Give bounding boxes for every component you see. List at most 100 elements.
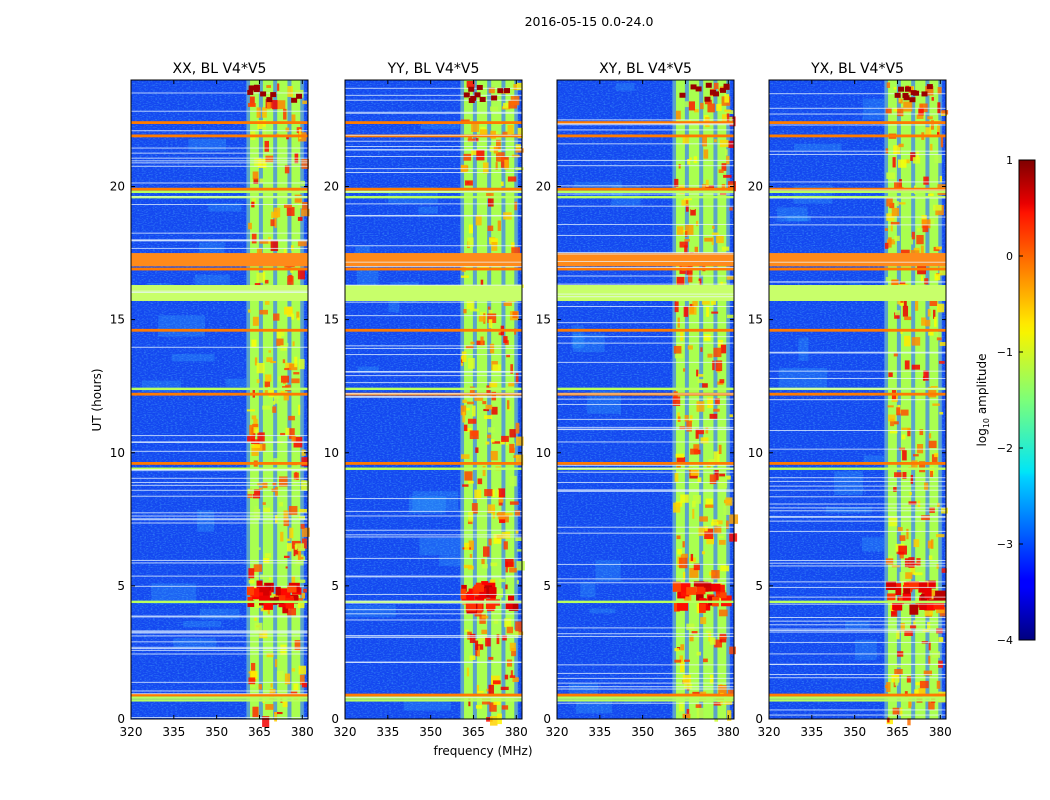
- rfi-line: [769, 624, 946, 626]
- x-tick-label: 380: [291, 725, 314, 739]
- heatmap-cell: [173, 638, 217, 649]
- rfi-line: [345, 215, 522, 217]
- heatmap-cell: [277, 100, 286, 110]
- heatmap-cell: [252, 489, 261, 499]
- y-axis-label: UT (hours): [90, 368, 104, 431]
- y-tick-label: 5: [755, 579, 763, 593]
- heatmap-cell: [500, 686, 509, 691]
- heatmap-cell: [936, 132, 940, 136]
- heatmap-cell: [264, 385, 268, 396]
- heatmap-cell: [287, 585, 297, 593]
- heatmap-cell: [887, 405, 894, 408]
- rfi-line: [557, 123, 734, 125]
- y-tick-label: 10: [110, 446, 125, 460]
- heatmap-cell: [719, 535, 724, 539]
- heatmap-cell: [472, 405, 476, 417]
- rfi-line: [769, 352, 946, 354]
- heatmap-cell: [516, 580, 519, 585]
- rfi-line: [345, 266, 522, 268]
- heatmap-cell: [470, 341, 475, 345]
- colorbar-tick-label: 1: [1006, 154, 1013, 167]
- rfi-band: [345, 253, 522, 267]
- heatmap-cell: [515, 631, 524, 636]
- heatmap-cell: [484, 415, 493, 420]
- x-tick-label: 335: [376, 725, 399, 739]
- rfi-line: [769, 515, 946, 517]
- rfi-line: [345, 140, 522, 142]
- heatmap-cell: [705, 82, 712, 88]
- heatmap-cell: [500, 440, 505, 445]
- rfi-line: [557, 702, 734, 704]
- heatmap-cell: [903, 588, 911, 594]
- figure-suptitle: 2016-05-15 0.0-24.0: [525, 14, 654, 29]
- heatmap-cell: [934, 453, 939, 458]
- heatmap-cell: [461, 584, 467, 592]
- heatmap-cell: [291, 435, 296, 442]
- heatmap-cell: [270, 240, 279, 252]
- heatmap-cell: [902, 305, 909, 317]
- rfi-line: [345, 112, 522, 114]
- heatmap-cell: [887, 717, 890, 723]
- heatmap-cell: [476, 150, 485, 161]
- heatmap-cell: [258, 158, 267, 168]
- heatmap-cell: [888, 372, 893, 377]
- rfi-line: [345, 345, 522, 347]
- heatmap-cell: [467, 480, 474, 484]
- y-tick-label: 10: [536, 446, 551, 460]
- heatmap-cell: [707, 397, 713, 409]
- heatmap-cell: [171, 353, 215, 362]
- heatmap-cell: [862, 537, 888, 552]
- heatmap-cell: [158, 315, 205, 337]
- x-tick-label: 365: [674, 725, 697, 739]
- rfi-line: [557, 467, 734, 469]
- heatmap-cell: [729, 646, 736, 655]
- rfi-line: [769, 628, 946, 630]
- plot-frame: [130, 79, 309, 720]
- heatmap-cell: [264, 381, 271, 387]
- heatmap-cell: [489, 716, 498, 726]
- heatmap-cell: [938, 360, 945, 364]
- heatmap-cell: [247, 103, 256, 107]
- heatmap-cell: [504, 512, 513, 516]
- heatmap-cell: [886, 197, 893, 207]
- rfi-line: [769, 150, 946, 152]
- heatmap-cell: [468, 358, 475, 369]
- heatmap-cell: [892, 157, 896, 168]
- heatmap-cell: [894, 668, 903, 675]
- heatmap-cell: [266, 357, 273, 363]
- rfi-line: [557, 393, 734, 395]
- heatmap-cell: [479, 635, 488, 641]
- heatmap-cell: [932, 403, 940, 406]
- rfi-line: [769, 709, 946, 711]
- heatmap-cell: [697, 379, 704, 384]
- rfi-line: [345, 575, 522, 577]
- heatmap-cell: [920, 275, 923, 282]
- heatmap-cell: [479, 96, 486, 102]
- rfi-line: [345, 134, 522, 136]
- heatmap-cell: [282, 359, 286, 364]
- heatmap-cell: [274, 711, 283, 715]
- heatmap-cell: [911, 337, 921, 346]
- rfi-line: [345, 203, 522, 205]
- heatmap-cell: [463, 308, 467, 314]
- heatmap-cell: [141, 380, 182, 392]
- rfi-stripe: [131, 696, 308, 699]
- heatmap-cell: [256, 379, 260, 384]
- heatmap-cell: [934, 316, 937, 327]
- heatmap-cell: [901, 427, 910, 431]
- heatmap-cell: [501, 181, 504, 187]
- rfi-line: [131, 204, 308, 206]
- heatmap-cell: [930, 470, 934, 478]
- heatmap-cell: [286, 207, 295, 216]
- heatmap-cell: [937, 124, 941, 135]
- heatmap-cell: [916, 234, 924, 245]
- heatmap-cell: [251, 662, 256, 671]
- rfi-line: [131, 717, 308, 719]
- rfi-stripe: [345, 693, 522, 697]
- rfi-line: [131, 562, 308, 564]
- heatmap-cell: [293, 683, 299, 691]
- rfi-line: [769, 641, 946, 643]
- heatmap-cell: [259, 178, 264, 184]
- heatmap-cell: [898, 545, 907, 555]
- heatmap-cell: [909, 625, 917, 629]
